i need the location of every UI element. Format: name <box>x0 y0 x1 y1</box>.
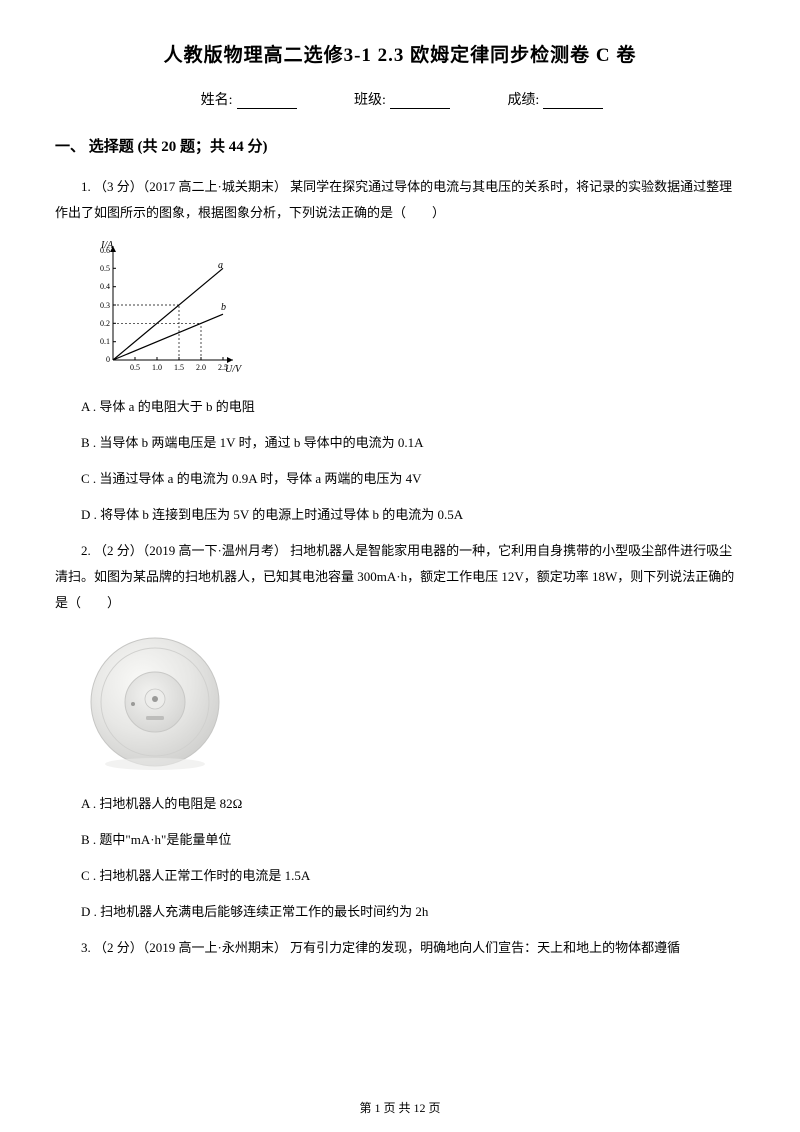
section-header: 一、 选择题 (共 20 题；共 44 分) <box>55 135 745 156</box>
svg-text:0.5: 0.5 <box>100 264 110 273</box>
q3-stem: 3. （2 分）（2019 高一上·永州期末） 万有引力定律的发现，明确地向人们… <box>55 935 745 961</box>
q2-option-c: C . 扫地机器人正常工作时的电流是 1.5A <box>55 863 745 889</box>
svg-text:U/V: U/V <box>225 364 243 375</box>
svg-text:0.5: 0.5 <box>130 363 140 372</box>
q2-option-b: B . 题中"mA·h"是能量单位 <box>55 827 745 853</box>
q1-option-b: B . 当导体 b 两端电压是 1V 时，通过 b 导体中的电流为 0.1A <box>55 430 745 456</box>
name-label: 姓名: <box>201 93 233 108</box>
page-title: 人教版物理高二选修3-1 2.3 欧姆定律同步检测卷 C 卷 <box>55 40 745 67</box>
svg-text:0.3: 0.3 <box>100 301 110 310</box>
class-blank <box>390 95 450 109</box>
name-blank <box>237 95 297 109</box>
score-blank <box>543 95 603 109</box>
q1-option-c: C . 当通过导体 a 的电流为 0.9A 时，导体 a 两端的电压为 4V <box>55 466 745 492</box>
q1-stem: 1. （3 分）（2017 高二上·城关期末） 某同学在探究通过导体的电流与其电… <box>55 174 745 226</box>
q2-option-d: D . 扫地机器人充满电后能够连续正常工作的最长时间约为 2h <box>55 899 745 925</box>
q2-robot-image <box>83 630 228 775</box>
page-footer: 第 1 页 共 12 页 <box>0 1099 800 1116</box>
svg-text:1.5: 1.5 <box>174 363 184 372</box>
q2-option-a: A . 扫地机器人的电阻是 82Ω <box>55 791 745 817</box>
q1-chart: 0 0.1 0.2 0.3 0.4 0.5 0.6 0.5 1.0 1.5 2.… <box>83 240 243 380</box>
svg-text:1.0: 1.0 <box>152 363 162 372</box>
score-label: 成绩: <box>507 93 539 108</box>
q2-stem: 2. （2 分）（2019 高一下·温州月考） 扫地机器人是智能家用电器的一种，… <box>55 538 745 616</box>
q1-option-d: D . 将导体 b 连接到电压为 5V 的电源上时通过导体 b 的电流为 0.5… <box>55 502 745 528</box>
svg-text:0.4: 0.4 <box>100 282 110 291</box>
info-line: 姓名: 班级: 成绩: <box>55 89 745 109</box>
svg-text:2.0: 2.0 <box>196 363 206 372</box>
svg-text:I/A: I/A <box>100 240 114 251</box>
svg-text:b: b <box>221 302 226 313</box>
svg-text:0: 0 <box>106 355 110 364</box>
q1-option-a: A . 导体 a 的电阻大于 b 的电阻 <box>55 394 745 420</box>
svg-text:0.2: 0.2 <box>100 319 110 328</box>
svg-text:a: a <box>218 260 223 271</box>
svg-text:0.1: 0.1 <box>100 337 110 346</box>
class-label: 班级: <box>354 93 386 108</box>
